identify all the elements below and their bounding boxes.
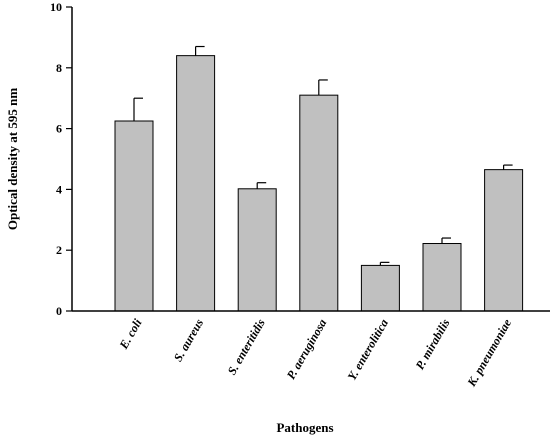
y-tick-label: 6 [56,122,62,136]
x-category-label: P. aeruginosa [284,317,330,382]
x-category-label: Y. enterolitica [345,317,391,383]
bar [114,120,154,312]
x-category-label: S. aureus [171,316,207,364]
x-category-label: P. mirabilis [413,316,453,372]
y-axis-title: Optical density at 595 nm [5,88,20,230]
bar [422,243,462,312]
y-tick-label: 10 [50,0,62,14]
error-bars [133,45,513,266]
x-category-label: E. coli [116,316,145,352]
x-category-label: K. pneumoniae [464,316,515,390]
y-axis-ticks: 0 2 4 6 8 10 [50,0,72,318]
bar [484,169,524,312]
x-axis-category-labels: E. coli S. aureus S. enteritidis P. aerugin… [116,316,515,390]
x-axis-title: Pathogens [276,420,333,435]
bar [299,94,339,312]
y-tick-label: 2 [56,243,62,257]
y-tick-label: 8 [56,61,62,75]
y-tick-label: 0 [56,304,62,318]
bar [176,55,216,312]
y-tick-label: 4 [56,182,62,196]
bar [237,188,277,312]
bar [360,264,400,312]
x-category-label: S. enteritidis [225,316,268,377]
